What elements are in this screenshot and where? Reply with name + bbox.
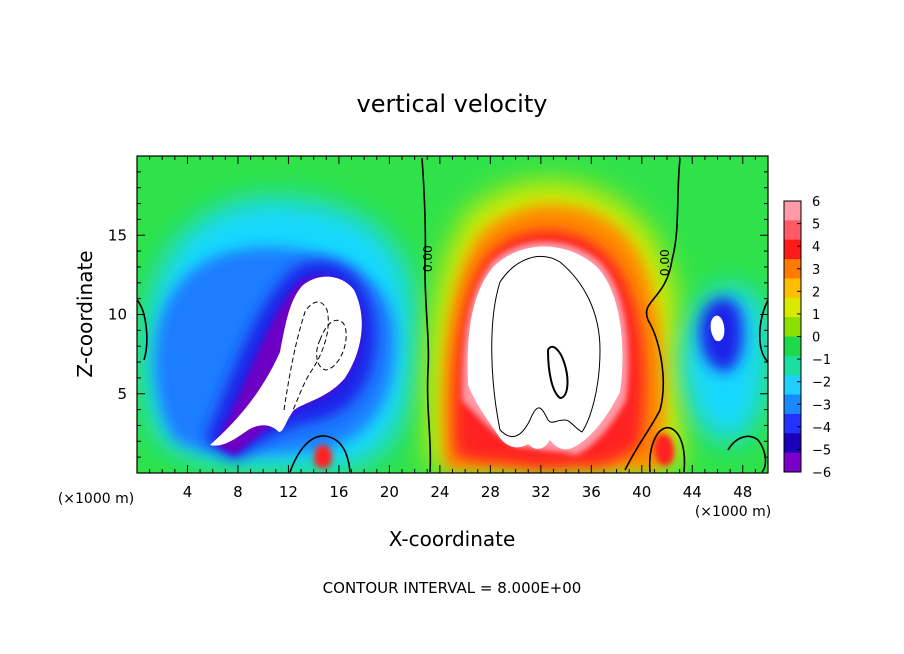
colorbar: 6 5 4 3 2 1 0 −1 −2 −3 −4 −5 −6 [783,195,831,481]
updraft-region [426,181,686,470]
colorbar-swatch [784,433,801,454]
colorbar-label: 0 [812,331,820,346]
x-tick-label: 12 [279,483,298,501]
heatmap-field: 0.00 0.00 [137,156,768,473]
y-tick-label: 15 [108,226,127,244]
colorbar-label: 5 [812,218,820,233]
colorbar-label: −3 [812,398,831,413]
colorbar-label: 6 [812,195,820,210]
downdraft-region [143,198,416,470]
x-unit-label-right: (×1000 m) [695,504,771,520]
colorbar-swatch [784,355,801,376]
downdraft-core [210,276,362,446]
x-tick-label: 32 [531,483,550,501]
colorbar-swatch [784,259,801,279]
colorbar-label: −5 [812,443,831,458]
colorbar-swatch [784,297,801,318]
colorbar-label: 3 [812,263,820,278]
x-tick-label: 16 [329,483,348,501]
colorbar-swatch [784,220,801,241]
x-tick-label: 4 [183,483,193,501]
x-tick-label: 24 [430,483,449,501]
colorbar-label: 2 [812,285,820,300]
contour-interval-note: CONTOUR INTERVAL = 8.000E+00 [323,579,582,597]
contour-label-left: 0.00 [421,245,435,272]
x-unit-label-left: (×1000 m) [58,491,134,507]
colorbar-swatch [784,375,801,396]
x-axis-label: X-coordinate [389,527,516,551]
chart-title: vertical velocity [357,90,548,118]
colorbar-swatch [784,278,801,299]
y-axis-label: Z-coordinate [73,250,97,377]
colorbar-label: −4 [812,421,831,436]
x-tick-label: 48 [733,483,752,501]
colorbar-swatch [784,394,801,415]
colorbar-label: −1 [812,353,831,368]
colorbar-label: −2 [812,376,831,391]
y-tick-label: 10 [108,306,127,324]
colorbar-swatch [784,413,801,434]
x-tick-label: 40 [632,483,651,501]
colorbar-label: 4 [812,240,820,255]
colorbar-swatch [784,317,801,337]
contour-label-right: 0.00 [658,249,672,276]
x-tick-label: 36 [582,483,601,501]
colorbar-label: −6 [812,466,831,481]
colorbar-swatch [784,336,801,357]
colorbar-swatch [784,452,801,473]
colorbar-swatch [784,201,801,221]
updraft-core [467,246,623,450]
x-tick-label: 8 [233,483,243,501]
x-tick-label: 20 [380,483,399,501]
x-tick-label: 28 [481,483,500,501]
x-tick-label: 44 [683,483,702,501]
y-tick-label: 5 [117,385,127,403]
right-downdraft-region [314,286,768,469]
colorbar-swatch [784,239,801,260]
colorbar-label: 1 [812,308,820,323]
